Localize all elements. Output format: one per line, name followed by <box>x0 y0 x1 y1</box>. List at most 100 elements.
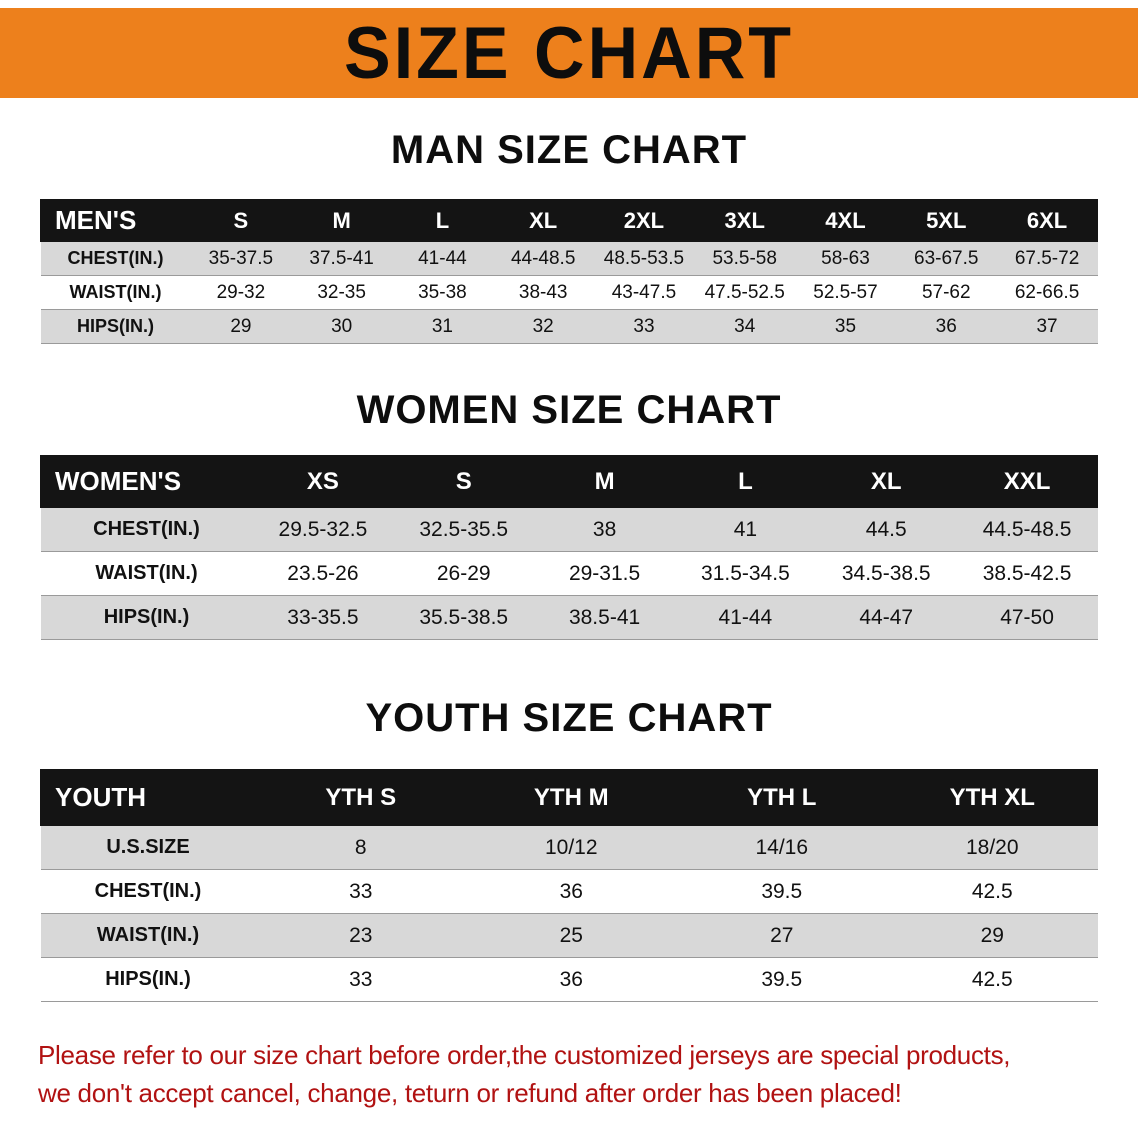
measurement-row-label: HIPS(IN.) <box>40 957 256 1002</box>
size-value-cell: 30 <box>291 309 393 344</box>
table-row: CHEST(IN.) 33 36 39.5 42.5 <box>40 869 1098 914</box>
size-value-cell: 26-29 <box>393 551 535 596</box>
size-value-cell: 38 <box>534 507 675 552</box>
size-value-cell: 32.5-35.5 <box>393 507 535 552</box>
size-value-cell: 37.5-41 <box>291 241 393 276</box>
disclaimer-line-1: Please refer to our size chart before or… <box>38 1040 1011 1070</box>
size-value-cell: 48.5-53.5 <box>593 241 695 276</box>
measurement-row-label: CHEST(IN.) <box>40 869 256 914</box>
disclaimer: Please refer to our size chart before or… <box>0 1036 1138 1112</box>
measurement-row-label: CHEST(IN.) <box>40 241 191 276</box>
size-value-cell: 47-50 <box>956 595 1098 640</box>
size-value-cell: 63-67.5 <box>895 241 997 276</box>
size-value-cell: 44.5-48.5 <box>956 507 1098 552</box>
size-column-header: 4XL <box>794 199 897 242</box>
size-value-cell: 25 <box>466 913 677 958</box>
size-value-cell: 29 <box>190 309 292 344</box>
table-row: WAIST(IN.) 23 25 27 29 <box>40 913 1098 958</box>
size-value-cell: 35 <box>795 309 896 344</box>
size-value-cell: 39.5 <box>676 957 887 1002</box>
size-value-cell: 23 <box>255 913 466 958</box>
size-value-cell: 29 <box>887 913 1098 958</box>
size-value-cell: 29-32 <box>190 275 292 310</box>
size-value-cell: 67.5-72 <box>996 241 1098 276</box>
size-value-cell: 57-62 <box>895 275 997 310</box>
size-value-cell: 44-47 <box>815 595 957 640</box>
disclaimer-line-2: we don't accept cancel, change, teturn o… <box>38 1078 902 1108</box>
measurement-row-label: WAIST(IN.) <box>40 913 256 958</box>
size-value-cell: 42.5 <box>887 957 1098 1002</box>
size-value-cell: 33-35.5 <box>252 595 394 640</box>
size-value-cell: 34.5-38.5 <box>815 551 957 596</box>
size-chart-banner: SIZE CHART <box>0 8 1138 98</box>
size-column-header: YTH M <box>465 769 677 826</box>
size-value-cell: 42.5 <box>887 869 1098 914</box>
size-column-header: M <box>290 199 393 242</box>
table-header-row: YOUTH YTH S YTH M YTH L YTH XL <box>40 769 1098 826</box>
size-value-cell: 27 <box>676 913 887 958</box>
size-column-header: YTH XL <box>886 769 1098 826</box>
size-value-cell: 31 <box>392 309 493 344</box>
size-value-cell: 38.5-41 <box>534 595 675 640</box>
size-value-cell: 33 <box>593 309 695 344</box>
size-value-cell: 29.5-32.5 <box>252 507 394 552</box>
table-row: HIPS(IN.) 33-35.5 35.5-38.5 38.5-41 41-44 44-… <box>40 595 1098 640</box>
page-title: SIZE CHART <box>344 12 794 94</box>
size-value-cell: 36 <box>466 869 677 914</box>
size-value-cell: 62-66.5 <box>996 275 1098 310</box>
measurement-row-label: WAIST(IN.) <box>40 551 253 596</box>
size-column-header: L <box>674 455 817 508</box>
size-column-header: YTH L <box>676 769 888 826</box>
measurement-row-label: HIPS(IN.) <box>40 595 253 640</box>
measurement-row-label: WAIST(IN.) <box>40 275 191 310</box>
table-row: HIPS(IN.) 29 30 31 32 33 34 35 36 37 <box>40 309 1098 344</box>
size-value-cell: 10/12 <box>466 825 677 870</box>
size-value-cell: 36 <box>466 957 677 1002</box>
size-value-cell: 34 <box>694 309 796 344</box>
size-column-header: XL <box>492 199 595 242</box>
youth-size-table: YOUTH YTH S YTH M YTH L YTH XL U.S.SIZE 8 10/12… <box>40 769 1098 1002</box>
size-column-header: 3XL <box>693 199 796 242</box>
table-corner-label: MEN'S <box>40 199 191 242</box>
size-value-cell: 31.5-34.5 <box>674 551 816 596</box>
youth-section-heading: YOUTH SIZE CHART <box>365 696 773 740</box>
size-value-cell: 41 <box>674 507 816 552</box>
size-value-cell: 33 <box>255 957 466 1002</box>
size-value-cell: 14/16 <box>676 825 887 870</box>
size-value-cell: 32 <box>492 309 594 344</box>
table-row: CHEST(IN.) 29.5-32.5 32.5-35.5 38 41 44.5 44.5… <box>40 507 1098 552</box>
table-corner-label: YOUTH <box>40 769 256 826</box>
table-row: CHEST(IN.) 35-37.5 37.5-41 41-44 44-48.5 48.5… <box>40 241 1098 276</box>
size-value-cell: 52.5-57 <box>795 275 896 310</box>
table-corner-label: WOMEN'S <box>40 455 253 508</box>
size-value-cell: 38.5-42.5 <box>956 551 1098 596</box>
size-value-cell: 53.5-58 <box>694 241 796 276</box>
size-column-header: YTH S <box>255 769 467 826</box>
size-value-cell: 47.5-52.5 <box>694 275 796 310</box>
size-value-cell: 39.5 <box>676 869 887 914</box>
measurement-row-label: U.S.SIZE <box>40 825 256 870</box>
size-column-header: XS <box>252 455 394 508</box>
size-value-cell: 33 <box>255 869 466 914</box>
size-value-cell: 35-37.5 <box>190 241 292 276</box>
size-value-cell: 35.5-38.5 <box>393 595 535 640</box>
table-row: HIPS(IN.) 33 36 39.5 42.5 <box>40 957 1098 1002</box>
table-row: WAIST(IN.) 23.5-26 26-29 29-31.5 31.5-34.5 34… <box>40 551 1098 596</box>
size-value-cell: 32-35 <box>291 275 393 310</box>
measurement-row-label: CHEST(IN.) <box>40 507 253 552</box>
measurement-row-label: HIPS(IN.) <box>40 309 191 344</box>
size-value-cell: 41-44 <box>392 241 493 276</box>
size-value-cell: 35-38 <box>392 275 493 310</box>
size-column-header: 6XL <box>996 199 1098 242</box>
men-section-heading: MAN SIZE CHART <box>390 128 748 172</box>
size-column-header: XL <box>815 455 958 508</box>
size-value-cell: 58-63 <box>795 241 896 276</box>
size-value-cell: 41-44 <box>674 595 816 640</box>
size-column-header: 5XL <box>895 199 998 242</box>
size-value-cell: 36 <box>895 309 997 344</box>
size-value-cell: 18/20 <box>887 825 1098 870</box>
table-row: U.S.SIZE 8 10/12 14/16 18/20 <box>40 825 1098 870</box>
men-size-table: MEN'S S M L XL 2XL 3XL 4XL 5XL 6XL CHEST(IN.) 35-37… <box>40 199 1098 344</box>
size-value-cell: 43-47.5 <box>593 275 695 310</box>
size-column-header: 2XL <box>593 199 695 242</box>
